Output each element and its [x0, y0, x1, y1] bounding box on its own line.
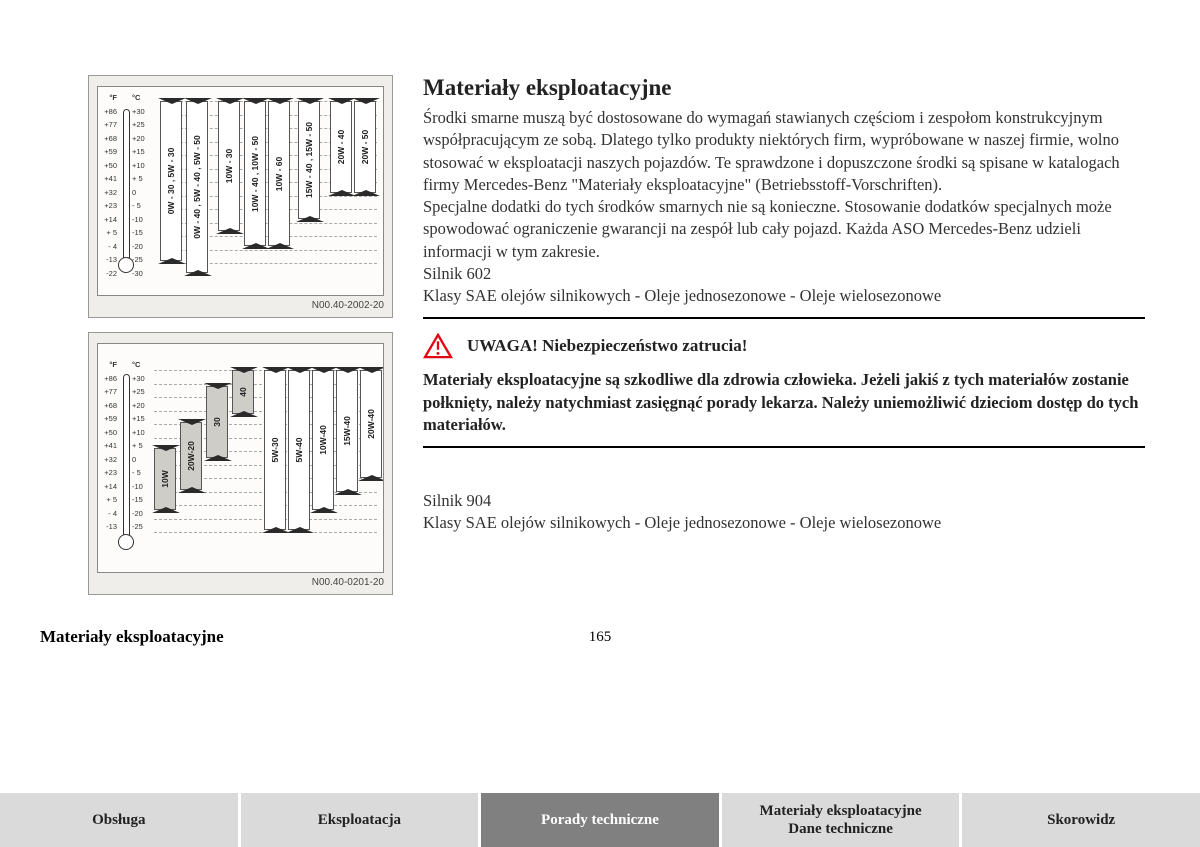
- thermometer-icon: [120, 109, 132, 273]
- oil-viscosity-bar: 5W-30: [264, 370, 286, 530]
- oil-viscosity-bar: 30: [206, 386, 228, 458]
- right-column: Materiały eksploatacyjne Środki smarne m…: [423, 75, 1145, 595]
- warning-header: UWAGA! Niebezpieczeństwo zatrucia!: [423, 333, 1145, 359]
- footer-section-name: Materiały eksploatacyjne: [40, 627, 224, 647]
- oil-bar-label: 20W-40: [366, 409, 376, 439]
- oil-bar-label: 10W - 60: [274, 156, 284, 191]
- oil-bar-label: 20W - 40: [336, 130, 346, 165]
- chart2-celsius-scale: °C+30+25+20+15+10+ 5 0- 5-10-15-20-25: [132, 358, 145, 534]
- left-column: °F+86+77+68+59+50+41+32+23+14+ 5- 4-13-2…: [88, 75, 393, 595]
- oil-bar-label: 20W-20: [186, 441, 196, 471]
- oil-bar-label: 10W: [160, 470, 170, 487]
- page-content: °F+86+77+68+59+50+41+32+23+14+ 5- 4-13-2…: [0, 0, 1200, 615]
- oil-chart-602: °F+86+77+68+59+50+41+32+23+14+ 5- 4-13-2…: [88, 75, 393, 318]
- paragraph-2: Specjalne dodatki do tych środków smarny…: [423, 196, 1145, 263]
- oil-viscosity-bar: 10W-40: [312, 370, 334, 510]
- oil-viscosity-bar: 0W - 30 , 5W - 30: [160, 101, 182, 261]
- warning-body: Materiały eksploatacyjne są szkodliwe dl…: [423, 369, 1145, 436]
- divider: [423, 317, 1145, 319]
- oil-viscosity-bar: 0W - 40 , 5W - 40 , 5W - 50: [186, 101, 208, 273]
- oil-bar-label: 5W-30: [270, 438, 280, 463]
- oil-bar-label: 10W-40: [318, 425, 328, 455]
- thermometer-icon: [120, 374, 132, 550]
- oil-viscosity-bar: 20W-40: [360, 370, 382, 478]
- chart1-inner: °F+86+77+68+59+50+41+32+23+14+ 5- 4-13-2…: [97, 86, 384, 296]
- warning-title: UWAGA! Niebezpieczeństwo zatrucia!: [467, 336, 747, 356]
- section-title: Materiały eksploatacyjne: [423, 75, 1145, 101]
- chart2-code: N00.40-0201-20: [97, 573, 384, 588]
- nav-tab[interactable]: Porady techniczne: [481, 793, 722, 847]
- oil-bar-label: 30: [212, 417, 222, 426]
- engine-602-label: Silnik 602: [423, 263, 1145, 285]
- page-number: 165: [589, 629, 612, 646]
- oil-viscosity-bar: 20W - 40: [330, 101, 352, 193]
- oil-viscosity-bar: 15W - 40 , 15W - 50: [298, 101, 320, 219]
- chart1-bars: 0W - 30 , 5W - 30 0W - 40 , 5W - 40 , 5W …: [160, 101, 377, 289]
- oil-bar-label: 40: [238, 387, 248, 396]
- chart1-code: N00.40-2002-20: [97, 296, 384, 311]
- nav-tab[interactable]: Obsługa: [0, 793, 241, 847]
- oil-bar-label: 5W-40: [294, 438, 304, 463]
- oil-viscosity-bar: 10W - 40 , 10W - 50: [244, 101, 266, 246]
- oil-bar-label: 0W - 40 , 5W - 40 , 5W - 50: [192, 135, 202, 238]
- oil-viscosity-bar: 10W - 60: [268, 101, 290, 246]
- chart2-fahrenheit-scale: °F+86+77+68+59+50+41+32+23+14+ 5- 4-13: [101, 358, 117, 534]
- divider: [423, 446, 1145, 448]
- oil-viscosity-bar: 10W - 30: [218, 101, 240, 231]
- page-footer: Materiały eksploatacyjne 165: [0, 627, 1200, 647]
- nav-tab[interactable]: Eksploatacja: [241, 793, 482, 847]
- chart2-bars: 10W 20W-20 30 40 5W-30 5W-40 10W-40 15W-40 20W-4…: [154, 370, 377, 566]
- oil-viscosity-bar: 20W-20: [180, 422, 202, 490]
- oil-viscosity-bar: 40: [232, 370, 254, 414]
- chart1-celsius-scale: °C+30+25+20+15+10+ 5 0- 5-10-15-20-25-30: [132, 91, 145, 280]
- oil-viscosity-bar: 10W: [154, 448, 176, 510]
- oil-bar-label: 10W - 30: [224, 149, 234, 184]
- oil-viscosity-bar: 20W - 50: [354, 101, 376, 193]
- engine-904-label: Silnik 904: [423, 490, 1145, 512]
- oil-bar-label: 0W - 30 , 5W - 30: [166, 148, 176, 215]
- nav-tab[interactable]: Skorowidz: [962, 793, 1200, 847]
- chart1-fahrenheit-scale: °F+86+77+68+59+50+41+32+23+14+ 5- 4-13-2…: [101, 91, 117, 280]
- bottom-nav-tabs: ObsługaEksploatacjaPorady techniczneMate…: [0, 793, 1200, 847]
- warning-triangle-icon: [423, 333, 453, 359]
- oil-bar-label: 15W-40: [342, 416, 352, 446]
- oil-viscosity-bar: 15W-40: [336, 370, 358, 492]
- oil-viscosity-bar: 5W-40: [288, 370, 310, 530]
- nav-tab[interactable]: Materiały eksploatacyjneDane techniczne: [722, 793, 963, 847]
- paragraph-1: Środki smarne muszą być dostosowane do w…: [423, 107, 1145, 196]
- oil-bar-label: 10W - 40 , 10W - 50: [250, 135, 260, 211]
- engine-904-note: Klasy SAE olejów silnikowych - Oleje jed…: [423, 512, 1145, 534]
- chart2-inner: °F+86+77+68+59+50+41+32+23+14+ 5- 4-13 °…: [97, 343, 384, 573]
- engine-602-note: Klasy SAE olejów silnikowych - Oleje jed…: [423, 285, 1145, 307]
- oil-bar-label: 15W - 40 , 15W - 50: [304, 122, 314, 198]
- oil-chart-904: °F+86+77+68+59+50+41+32+23+14+ 5- 4-13 °…: [88, 332, 393, 595]
- oil-bar-label: 20W - 50: [360, 130, 370, 165]
